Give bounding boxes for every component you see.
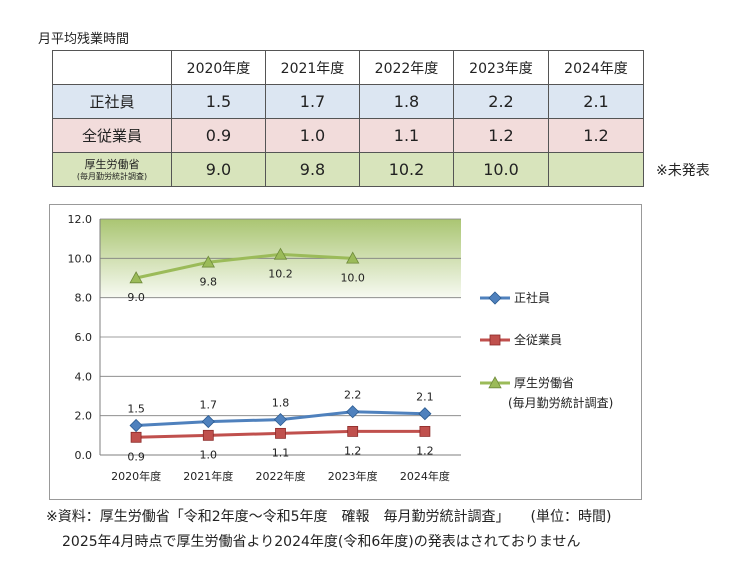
col-header: 2024年度	[548, 50, 644, 85]
legend-label: 全従業員	[514, 332, 562, 347]
data-point	[418, 407, 432, 421]
table-row: 正社員 1.5 1.7 1.8 2.2 2.1	[52, 84, 644, 119]
data-label: 1.0	[200, 448, 218, 461]
data-label: 1.5	[127, 403, 145, 416]
line-chart: 0.0 2.0 4.0 6.0 8.0 10.0 12.0 2020年度 2021年度 2022年…	[68, 213, 614, 483]
x-tick-label: 2022年度	[256, 469, 306, 483]
legend-label: 厚生労働省	[514, 376, 574, 390]
table-cell: 9.8	[265, 152, 360, 187]
availability-note: 2025年4月時点で厚生労働省より2024年度(令和6年度)の発表はされておりま…	[62, 534, 581, 550]
legend-swatch-marker	[489, 334, 501, 346]
table-cell: 2.1	[548, 84, 644, 119]
table-cell: 9.0	[171, 152, 266, 187]
data-point	[201, 415, 215, 429]
y-tick-label: 10.0	[68, 252, 93, 265]
data-point	[201, 255, 215, 268]
data-label: 10.2	[268, 267, 293, 280]
col-header: 2021年度	[265, 50, 360, 85]
data-label: 1.2	[416, 444, 434, 457]
data-label: 10.0	[340, 271, 365, 284]
table-cell: 0.9	[171, 118, 266, 153]
x-tick-label: 2024年度	[400, 469, 450, 483]
table-cell: 1.2	[453, 118, 549, 153]
data-point	[346, 251, 360, 264]
row-label: 全従業員	[52, 118, 172, 153]
table-cell	[548, 152, 644, 187]
col-header: 2023年度	[453, 50, 549, 85]
x-tick-label: 2023年度	[328, 469, 378, 483]
legend-swatch-marker	[488, 376, 502, 389]
y-tick-label: 12.0	[68, 213, 93, 226]
data-label: 9.8	[200, 275, 218, 288]
y-tick-label: 8.0	[75, 292, 93, 305]
data-label: 1.1	[272, 446, 290, 459]
data-label: 9.0	[127, 291, 145, 304]
y-tick-label: 2.0	[75, 410, 93, 423]
col-header: 2022年度	[359, 50, 454, 85]
row-label: 正社員	[52, 84, 172, 119]
series-line	[135, 252, 353, 280]
row-label: 厚生労働省 (毎月勤労統計調査)	[52, 152, 172, 187]
table-cell: 2.2	[453, 84, 549, 119]
table-header-row: 2020年度 2021年度 2022年度 2023年度 2024年度	[52, 50, 644, 85]
data-label: 2.1	[416, 391, 434, 404]
data-label: 1.7	[200, 399, 218, 412]
data-label: 2.2	[344, 389, 362, 402]
data-point	[130, 431, 142, 443]
data-point	[275, 427, 286, 439]
data-point	[347, 425, 359, 437]
table-cell: 1.1	[359, 118, 454, 153]
table-cell: 1.5	[171, 84, 266, 119]
legend-sublabel: (毎月勤労統計調査)	[508, 395, 613, 410]
data-point	[346, 405, 360, 419]
table-corner	[52, 50, 172, 85]
data-label: 1.2	[344, 444, 362, 457]
row-label-sub: (毎月勤労統計調査)	[76, 171, 148, 181]
y-tick-label: 0.0	[75, 449, 93, 462]
data-label: 1.8	[272, 397, 290, 410]
y-tick-label: 4.0	[75, 370, 93, 383]
col-header: 2020年度	[171, 50, 266, 85]
source-note: ※資料：厚生労働省「令和2年度～令和5年度 確報 毎月勤労統計調査」 (単位：時…	[46, 509, 612, 525]
x-tick-label: 2021年度	[183, 469, 233, 483]
table-cell: 10.0	[453, 152, 549, 187]
table-row: 厚生労働省 (毎月勤労統計調査) 9.0 9.8 10.2 10.0	[52, 152, 644, 187]
chart-frame: 0.0 2.0 4.0 6.0 8.0 10.0 12.0 2020年度 2021年度 2022年…	[49, 204, 642, 500]
table-caption: 月平均残業時間	[38, 32, 130, 47]
row-label-main: 厚生労働省	[84, 157, 140, 171]
data-point	[273, 247, 288, 260]
data-point	[202, 429, 214, 441]
data-point	[273, 413, 288, 427]
legend-label: 正社員	[514, 290, 550, 305]
table-cell: 1.0	[265, 118, 360, 153]
data-point	[129, 271, 143, 284]
y-tick-label: 6.0	[75, 331, 93, 344]
data-point	[419, 425, 431, 437]
table-cell: 1.7	[265, 84, 360, 119]
overtime-table: 2020年度 2021年度 2022年度 2023年度 2024年度 正社員 1…	[52, 50, 644, 187]
table-row: 全従業員 0.9 1.0 1.1 1.2 1.2	[52, 118, 644, 153]
unpublished-note: ※未発表	[656, 163, 710, 179]
data-point	[129, 418, 143, 433]
table-cell: 1.8	[359, 84, 454, 119]
legend-swatch-marker	[488, 291, 502, 305]
x-tick-label: 2020年度	[111, 469, 161, 483]
data-label: 0.9	[127, 450, 145, 463]
table-cell: 10.2	[359, 152, 454, 187]
table-cell: 1.2	[548, 118, 644, 153]
